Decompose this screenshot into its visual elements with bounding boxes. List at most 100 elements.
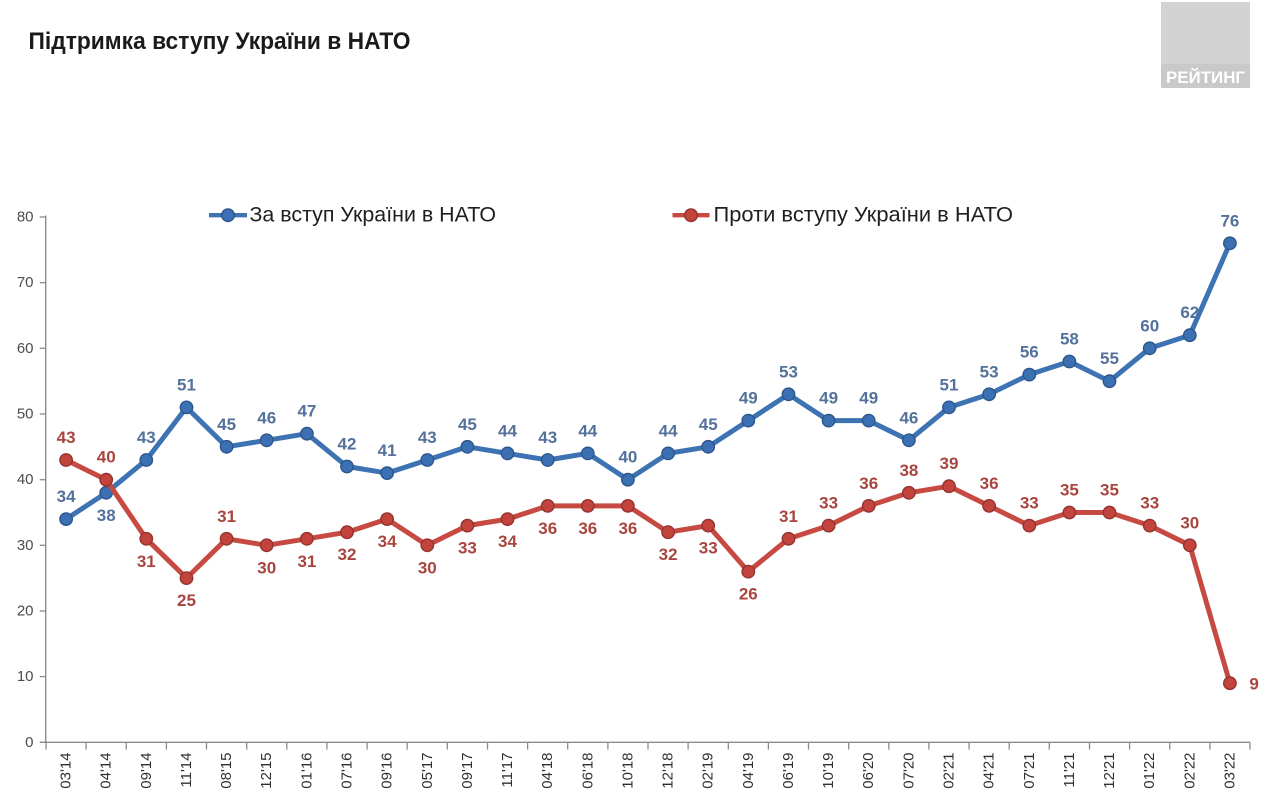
svg-text:42: 42 (338, 435, 357, 454)
svg-text:04'19: 04'19 (740, 753, 757, 789)
svg-text:33: 33 (458, 539, 477, 558)
svg-text:33: 33 (699, 539, 718, 558)
svg-text:31: 31 (779, 507, 798, 526)
svg-text:41: 41 (378, 441, 397, 460)
svg-text:51: 51 (177, 375, 196, 394)
svg-text:За вступ України в НАТО: За вступ України в НАТО (250, 204, 497, 227)
svg-text:33: 33 (819, 494, 838, 513)
svg-text:34: 34 (57, 487, 76, 506)
svg-text:36: 36 (859, 474, 878, 493)
svg-text:10'18: 10'18 (619, 753, 636, 789)
svg-text:45: 45 (217, 415, 236, 434)
svg-text:33: 33 (1020, 494, 1039, 513)
svg-text:31: 31 (297, 552, 316, 571)
svg-text:РЕЙТИНГ: РЕЙТИНГ (1166, 68, 1245, 87)
svg-text:40: 40 (618, 448, 637, 467)
svg-text:01'16: 01'16 (298, 753, 315, 789)
svg-text:76: 76 (1220, 211, 1239, 230)
svg-text:33: 33 (1140, 494, 1159, 513)
svg-text:51: 51 (940, 375, 959, 394)
svg-text:04'14: 04'14 (98, 753, 115, 789)
svg-text:10'19: 10'19 (820, 753, 837, 789)
svg-text:11'14: 11'14 (178, 753, 195, 788)
svg-text:58: 58 (1060, 330, 1079, 349)
svg-text:40: 40 (97, 448, 116, 467)
svg-text:11'21: 11'21 (1061, 753, 1078, 788)
svg-text:35: 35 (1060, 481, 1079, 500)
svg-text:06'19: 06'19 (780, 753, 797, 789)
svg-text:44: 44 (659, 421, 678, 440)
svg-text:43: 43 (538, 428, 557, 447)
svg-text:43: 43 (57, 428, 76, 447)
svg-text:38: 38 (899, 461, 918, 480)
svg-text:70: 70 (17, 274, 34, 291)
svg-text:39: 39 (940, 454, 959, 473)
svg-text:07'21: 07'21 (1021, 753, 1038, 789)
svg-text:26: 26 (739, 585, 758, 604)
svg-text:09'17: 09'17 (459, 753, 476, 789)
svg-text:30: 30 (1180, 513, 1199, 532)
svg-text:80: 80 (17, 209, 34, 226)
svg-text:9: 9 (1249, 675, 1258, 694)
svg-text:56: 56 (1020, 343, 1039, 362)
svg-text:31: 31 (217, 507, 236, 526)
svg-text:36: 36 (578, 519, 597, 538)
svg-text:46: 46 (899, 408, 918, 427)
svg-text:31: 31 (137, 552, 156, 571)
svg-text:20: 20 (17, 603, 34, 620)
svg-text:01'22: 01'22 (1141, 753, 1158, 789)
svg-text:32: 32 (659, 545, 678, 564)
svg-text:36: 36 (538, 519, 557, 538)
svg-text:04'21: 04'21 (981, 753, 998, 789)
svg-text:09'16: 09'16 (379, 753, 396, 789)
svg-text:10: 10 (17, 668, 34, 685)
svg-text:Підтримка вступу України в НАТ: Підтримка вступу України в НАТО (29, 28, 411, 55)
svg-text:04'18: 04'18 (539, 753, 556, 789)
svg-text:62: 62 (1180, 303, 1199, 322)
svg-text:60: 60 (17, 340, 34, 357)
svg-text:49: 49 (859, 389, 878, 408)
svg-text:12'21: 12'21 (1101, 753, 1118, 789)
svg-text:32: 32 (338, 545, 357, 564)
svg-text:02'22: 02'22 (1181, 753, 1198, 789)
svg-text:53: 53 (980, 362, 999, 381)
svg-text:0: 0 (25, 734, 33, 751)
svg-text:02'19: 02'19 (700, 753, 717, 789)
svg-text:25: 25 (177, 591, 196, 610)
svg-text:43: 43 (137, 428, 156, 447)
svg-text:12'18: 12'18 (660, 753, 677, 789)
svg-text:43: 43 (418, 428, 437, 447)
svg-text:06'18: 06'18 (579, 753, 596, 789)
svg-text:35: 35 (1100, 481, 1119, 500)
svg-text:49: 49 (739, 389, 758, 408)
svg-text:34: 34 (498, 532, 517, 551)
svg-text:30: 30 (418, 558, 437, 577)
svg-text:47: 47 (297, 402, 316, 421)
svg-text:30: 30 (257, 558, 276, 577)
svg-text:49: 49 (819, 389, 838, 408)
svg-text:44: 44 (498, 421, 517, 440)
svg-text:09'14: 09'14 (138, 753, 155, 789)
svg-text:55: 55 (1100, 349, 1119, 368)
svg-text:05'17: 05'17 (419, 753, 436, 789)
svg-text:02'21: 02'21 (941, 753, 958, 789)
svg-text:03'22: 03'22 (1221, 753, 1238, 789)
svg-text:46: 46 (257, 408, 276, 427)
svg-text:40: 40 (17, 471, 34, 488)
svg-text:Проти вступу України в НАТО: Проти вступу України в НАТО (714, 204, 1014, 227)
svg-text:36: 36 (980, 474, 999, 493)
svg-text:45: 45 (458, 415, 477, 434)
svg-text:07'16: 07'16 (339, 753, 356, 789)
svg-text:11'17: 11'17 (499, 753, 516, 788)
svg-text:60: 60 (1140, 316, 1159, 335)
svg-text:36: 36 (618, 519, 637, 538)
svg-text:44: 44 (578, 421, 597, 440)
svg-text:03'14: 03'14 (58, 753, 75, 789)
svg-text:38: 38 (97, 506, 116, 525)
svg-text:45: 45 (699, 415, 718, 434)
svg-text:30: 30 (17, 537, 34, 554)
svg-text:50: 50 (17, 406, 34, 423)
svg-text:53: 53 (779, 362, 798, 381)
svg-text:12'15: 12'15 (258, 753, 275, 789)
svg-text:08'15: 08'15 (218, 753, 235, 789)
